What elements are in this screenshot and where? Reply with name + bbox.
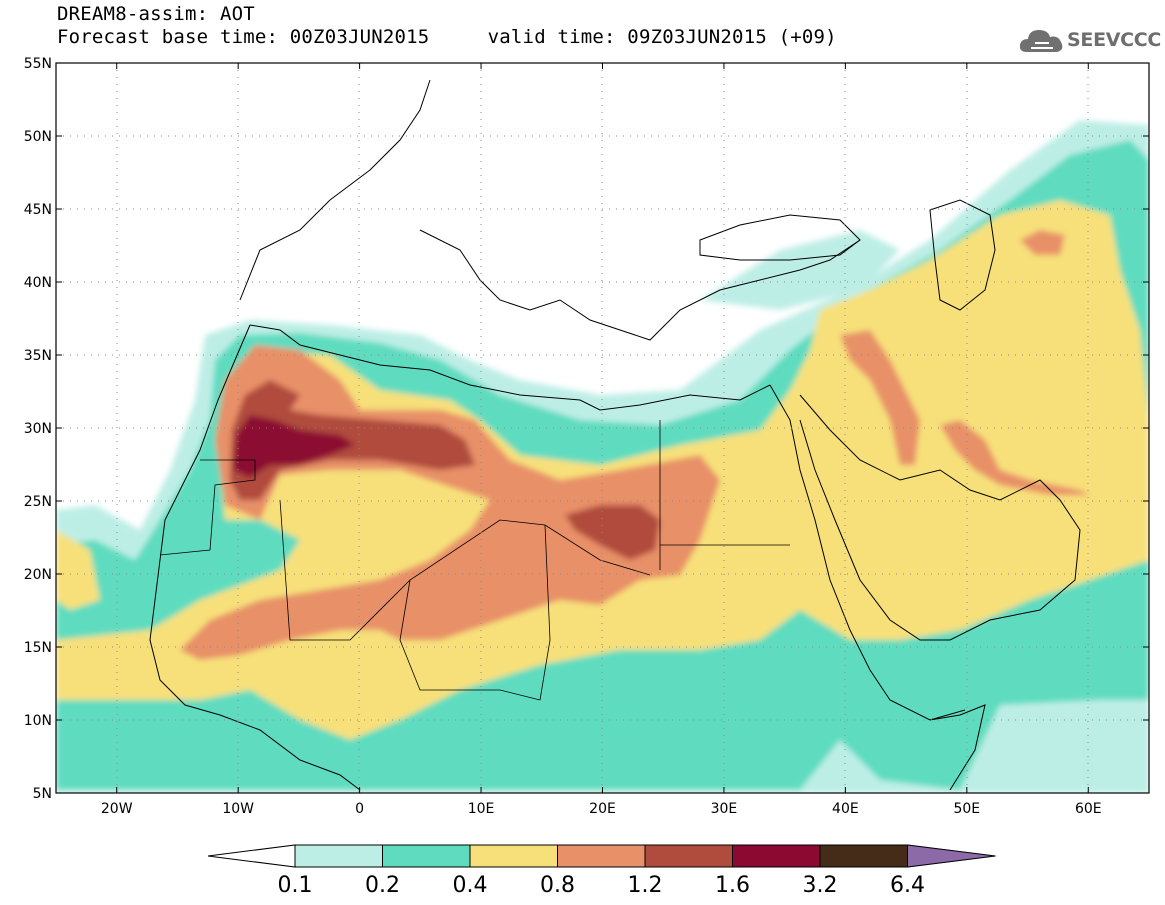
lon-tick-label: 50E bbox=[953, 801, 980, 817]
border-western-sahara bbox=[159, 459, 256, 556]
colorbar-level-label: 1.6 bbox=[715, 873, 750, 898]
colorbar-level-label: 0.8 bbox=[540, 873, 575, 898]
colorbar-under-triangle bbox=[207, 844, 296, 868]
colorbar-box bbox=[469, 844, 558, 868]
border-chad bbox=[539, 524, 551, 701]
lon-tick-label: 40E bbox=[832, 801, 859, 817]
aot-band-0.8d bbox=[1020, 230, 1065, 255]
colorbar-box bbox=[644, 844, 733, 868]
logo-text: SEEVCCC bbox=[1067, 29, 1162, 51]
colorbar-over-triangle bbox=[907, 844, 996, 868]
aot-band-1.2 bbox=[230, 380, 475, 500]
colorbar-level-label: 0.2 bbox=[365, 873, 400, 898]
colorbar: 0.1 0.2 0.4 0.8 1.2 1.6 3.2 6.4 bbox=[207, 844, 996, 898]
border-niger bbox=[399, 579, 541, 701]
lon-tick-label: 30E bbox=[711, 801, 738, 817]
aot-band-1.2b bbox=[565, 505, 660, 560]
aot-band-0.8c bbox=[940, 420, 1090, 495]
colorbar-box bbox=[382, 844, 471, 868]
coast-nw-africa bbox=[249, 324, 771, 411]
seevccc-logo: SEEVCCC bbox=[1017, 22, 1161, 60]
lat-tick-label: 25N bbox=[24, 494, 52, 510]
lat-tick-label: 30N bbox=[24, 421, 52, 437]
lat-tick-label: 55N bbox=[24, 56, 52, 72]
colorbar-box bbox=[294, 844, 383, 868]
border-algeria-mali bbox=[279, 499, 651, 641]
lat-tick-label: 20N bbox=[24, 567, 52, 583]
lon-tick-label: 0 bbox=[355, 801, 364, 817]
lon-tick-label: 20E bbox=[589, 801, 616, 817]
forecast-time-subtitle: Forecast base time: 00Z03JUN2015 valid t… bbox=[57, 26, 837, 48]
lat-tick-label: 45N bbox=[24, 202, 52, 218]
lat-tick-label: 10N bbox=[24, 713, 52, 729]
colorbar-level-label: 3.2 bbox=[803, 873, 838, 898]
lat-tick-label: 15N bbox=[24, 640, 52, 656]
coast-europe bbox=[239, 79, 861, 341]
lon-tick-label: 10W bbox=[222, 801, 254, 817]
coast-red-sea bbox=[769, 384, 966, 721]
cloud-icon bbox=[1019, 30, 1063, 52]
lon-tick-label: 20W bbox=[101, 801, 133, 817]
colorbar-level-label: 1.2 bbox=[628, 873, 663, 898]
lat-tick-label: 50N bbox=[24, 129, 52, 145]
lat-tick-label: 40N bbox=[24, 275, 52, 291]
map-title: DREAM8-assim: AOT bbox=[57, 3, 255, 25]
colorbar-box bbox=[557, 844, 646, 868]
colorbar-level-label: 0.4 bbox=[453, 873, 488, 898]
colorbar-box bbox=[732, 844, 821, 868]
coast-arabia bbox=[799, 394, 1081, 641]
aot-band-1.6 bbox=[233, 415, 355, 478]
country-borders bbox=[159, 420, 790, 701]
colorbar-box bbox=[819, 844, 908, 868]
lon-tick-label: 60E bbox=[1075, 801, 1102, 817]
aot-band-0.4b bbox=[56, 530, 100, 610]
graticule bbox=[56, 63, 1149, 793]
longitude-axis: 20W 10W 0 10E 20E 30E 40E 50E 60E bbox=[101, 63, 1102, 817]
lat-tick-label: 5N bbox=[33, 786, 52, 802]
coast-caspian bbox=[929, 199, 996, 311]
coast-west-africa bbox=[149, 324, 361, 791]
lon-tick-label: 10E bbox=[468, 801, 495, 817]
colorbar-level-label: 0.1 bbox=[278, 873, 313, 898]
aot-band-0.8b bbox=[840, 330, 920, 465]
coast-black-sea bbox=[699, 214, 861, 261]
lat-tick-label: 35N bbox=[24, 348, 52, 364]
latitude-axis: 55N 50N 45N 40N 35N 30N 25N 20N 15N 10N 5N bbox=[24, 56, 1149, 802]
colorbar-level-label: 6.4 bbox=[890, 873, 925, 898]
